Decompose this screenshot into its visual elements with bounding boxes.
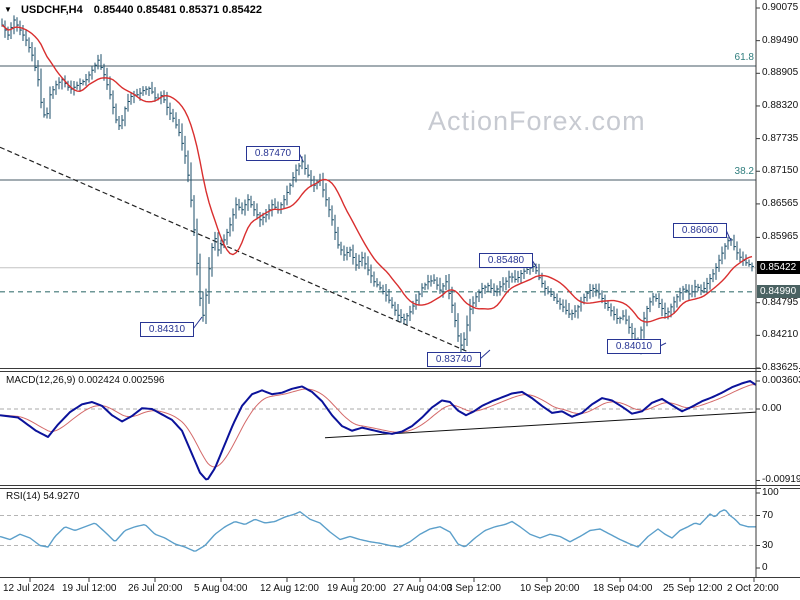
fib-ratio-label: 38.2	[734, 166, 754, 178]
x-axis-date-label: 12 Jul 2024	[3, 583, 55, 594]
rsi-indicator-label: RSI(14) 54.9270	[6, 491, 80, 502]
watermark: ActionForex.com	[428, 106, 646, 136]
y-axis-label: 0.86565	[761, 197, 800, 209]
macd	[0, 380, 757, 481]
price-annotation: 0.85480	[479, 253, 533, 268]
panel-resize-divider[interactable]	[0, 368, 800, 372]
price-annotation: 0.84310	[140, 322, 194, 337]
y-axis-label: 0.87735	[761, 132, 800, 144]
macd-indicator-label: MACD(12,26,9) 0.002424 0.002596	[6, 375, 165, 386]
y-axis-label: 0.90075	[761, 2, 800, 13]
y-axis-label: 0.84210	[761, 329, 800, 341]
x-axis-date-label: 3 Sep 12:00	[447, 583, 501, 594]
symbol-period-label: USDCHF,H4	[20, 4, 83, 16]
price-annotation: 0.86060	[673, 223, 727, 238]
panel-resize-divider[interactable]	[0, 485, 800, 489]
y-axis-label: 0.83625	[761, 362, 800, 373]
level-price-badge: 0.84990	[757, 284, 800, 298]
macd-axis-label: 0.003603	[761, 375, 800, 386]
y-axis-label: 0.88320	[761, 99, 800, 111]
macd-axis-label: -0.009198	[761, 474, 800, 486]
x-axis-date-label: 18 Sep 04:00	[593, 583, 653, 594]
ma-line	[1, 24, 753, 323]
current-price-badge: 0.85422	[757, 260, 800, 274]
candlesticks	[1, 15, 754, 355]
x-axis-date-label: 12 Aug 12:00	[260, 583, 319, 594]
time-axis-line	[0, 577, 800, 578]
rsi-axis-label: 70	[761, 509, 775, 521]
rsi-axis-label: 0	[761, 562, 769, 573]
x-axis-date-label: 19 Aug 20:00	[327, 583, 386, 594]
y-axis-label: 0.87150	[761, 165, 800, 177]
y-axis-label: 0.88905	[761, 67, 800, 79]
price-levels	[0, 65, 756, 293]
x-axis-date-label: 2 Oct 20:00	[727, 583, 779, 594]
fib-ratio-label: 61.8	[734, 51, 754, 63]
y-axis-label: 0.85965	[761, 231, 800, 243]
rsi-axis-label: 100	[761, 487, 780, 498]
rsi	[0, 509, 757, 552]
price-annotation: 0.87470	[246, 146, 300, 161]
x-axis-date-label: 27 Aug 04:00	[393, 583, 452, 594]
price-annotation: 0.84010	[607, 339, 661, 354]
symbol-dropdown-icon[interactable]: ▼	[4, 5, 12, 14]
macd-axis-label: 0.00	[761, 403, 783, 414]
annotation-connectors	[192, 152, 732, 360]
chart-title-bar: ▼ USDCHF,H4 0.85440 0.85481 0.85371 0.85…	[4, 4, 262, 16]
y-axis-label: 0.84795	[761, 296, 800, 308]
x-axis-date-label: 25 Sep 12:00	[663, 583, 723, 594]
price-annotation: 0.83740	[427, 352, 481, 367]
x-axis-date-label: 19 Jul 12:00	[62, 583, 117, 594]
x-axis-date-label: 10 Sep 20:00	[520, 583, 580, 594]
x-axis-date-label: 26 Jul 20:00	[128, 583, 183, 594]
x-axis-date-label: 5 Aug 04:00	[194, 583, 248, 594]
rsi-axis-label: 30	[761, 539, 775, 551]
y-axis-label: 0.89490	[761, 34, 800, 46]
price-axis	[29, 0, 760, 582]
ohlc-values: 0.85440 0.85481 0.85371 0.85422	[93, 4, 262, 16]
